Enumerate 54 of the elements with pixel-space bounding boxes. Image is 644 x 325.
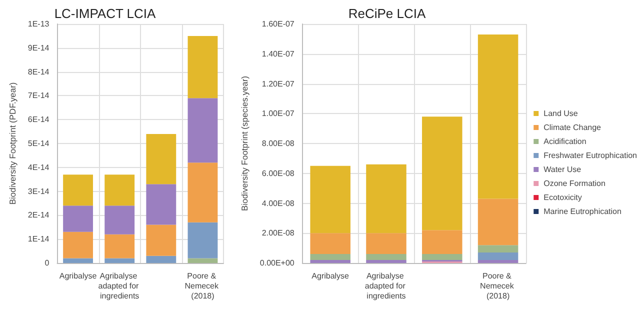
y-tick-label: 1.00E-07 <box>262 109 295 118</box>
bar <box>366 233 406 254</box>
y-tick-label: 3E-14 <box>28 186 50 196</box>
legend-label: Land Use <box>544 109 578 118</box>
bar <box>366 260 406 263</box>
legend-label: Marine Eutrophication <box>544 207 622 216</box>
y-tick-label: 8.00E-08 <box>262 139 295 148</box>
bar <box>310 233 350 254</box>
bar <box>310 254 350 260</box>
y-axis-title: Biodiversity Footprint (PDF.year) <box>8 82 18 205</box>
y-tick-label: 7E-14 <box>28 91 50 100</box>
x-tick-label: Agribalyse adapted for ingredients <box>364 272 408 300</box>
x-tick-label: Agribalyse <box>59 272 98 280</box>
y-tick-label: 9E-14 <box>28 43 50 52</box>
y-tick-label: 1E-14 <box>28 234 50 244</box>
chart-title: ReCiPe LCIA <box>348 6 426 21</box>
y-tick-label: 0 <box>44 258 50 268</box>
x-tick-label: Poore & Nemecek (2018) <box>480 272 516 300</box>
bar <box>422 254 462 260</box>
y-tick-label: 4.00E-08 <box>262 198 295 208</box>
y-tick-label: 8E-14 <box>28 67 50 76</box>
legend-label: Acidification <box>544 137 586 146</box>
y-tick-label: 6E-14 <box>28 115 50 124</box>
x-tick-label: Agribalyse adapted for ingredients <box>98 272 141 300</box>
bar <box>478 245 518 253</box>
y-tick-label: 0.00E+00 <box>260 258 295 268</box>
bar <box>478 34 518 199</box>
legend-label: Freshwater Eutrophication <box>544 151 638 160</box>
y-tick-label: 2E-14 <box>28 210 50 220</box>
y-tick-label: 1E-13 <box>28 20 50 28</box>
legend-label: Climate Change <box>544 123 602 132</box>
y-tick-label: 2.00E-08 <box>262 228 295 238</box>
bar <box>478 252 518 260</box>
chart-title: LC-IMPACT LCIA <box>54 6 156 21</box>
bar <box>422 116 462 230</box>
bar <box>310 166 350 234</box>
y-tick-label: 1.40E-07 <box>262 49 295 58</box>
bar <box>422 230 462 254</box>
bar <box>366 254 406 260</box>
legend-label: Ozone Formation <box>544 179 606 188</box>
y-tick-label: 6.00E-08 <box>262 168 295 178</box>
bar <box>310 260 350 263</box>
y-tick-label: 1.20E-07 <box>262 79 295 88</box>
y-tick-label: 4E-14 <box>28 162 50 172</box>
bar <box>366 164 406 234</box>
x-tick-label: Agribalyse <box>312 272 350 280</box>
x-tick-label: Poore & Nemecek (2018) <box>184 272 221 300</box>
bar <box>478 198 518 246</box>
legend-label: Water Use <box>544 165 582 174</box>
bar <box>478 260 518 263</box>
y-tick-label: 1.60E-07 <box>262 20 295 28</box>
y-axis-title: Biodiversity Footprint (species.year) <box>240 76 250 212</box>
legend-label: Ecotoxicity <box>544 193 582 202</box>
y-tick-label: 5E-14 <box>28 139 50 148</box>
